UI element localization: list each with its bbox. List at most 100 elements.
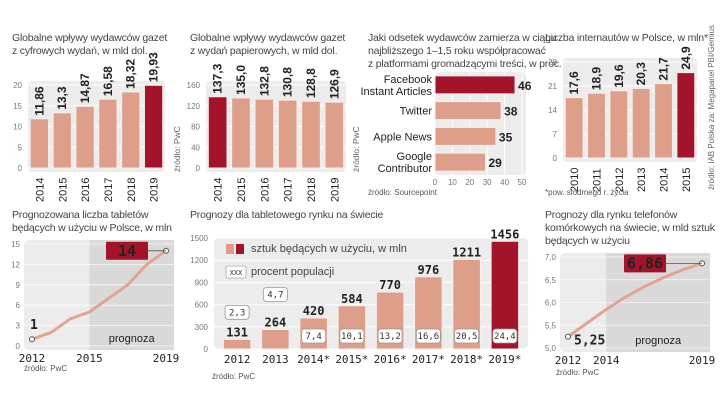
chart-title-line2: będących w użyciu w Polsce, w mln xyxy=(12,222,172,234)
y-tick-label: 0 xyxy=(204,345,209,354)
end-value-label: 6,86 xyxy=(627,254,663,272)
bar xyxy=(324,101,345,169)
bar-value-label: 14,87 xyxy=(78,73,92,103)
bar-value-label: 130,8 xyxy=(281,67,295,97)
bar xyxy=(222,338,252,350)
bar-value-label: 1211 xyxy=(452,245,481,259)
start-value-label: 5,25 xyxy=(574,334,605,349)
end-value-box xyxy=(106,241,148,260)
category-label: Apple News xyxy=(373,131,432,143)
bar xyxy=(98,98,118,169)
x-tick-label: 10 xyxy=(448,178,457,187)
x-tick-label: 2015 xyxy=(681,168,693,192)
y-tick-label: 7 xyxy=(553,130,558,139)
percent-label: 2,3 xyxy=(229,308,245,318)
y-tick-label: 120 xyxy=(187,102,201,111)
bar-value-label: 132,8 xyxy=(257,66,271,96)
bar xyxy=(434,75,516,95)
y-tick-label: 5,5 xyxy=(545,321,557,330)
x-tick-label: 2016 xyxy=(259,178,271,202)
bar xyxy=(654,83,673,159)
percent-box xyxy=(492,328,518,344)
percent-box xyxy=(415,328,441,344)
forecast-label: prognoza xyxy=(635,335,682,347)
x-tick-label: 2017 xyxy=(103,178,115,202)
bar-value-label: 264 xyxy=(265,315,287,329)
x-tick-label: 2015 xyxy=(236,178,248,202)
forecast-label: prognoza xyxy=(109,333,156,345)
data-line xyxy=(30,249,168,341)
y-tick-label: 15 xyxy=(13,102,22,111)
y-tick-label: 1200 xyxy=(190,256,208,265)
bar xyxy=(277,99,298,169)
x-tick-label: 2018* xyxy=(450,353,483,366)
y-tick-label: 14 xyxy=(548,106,557,115)
bar xyxy=(434,126,497,146)
x-tick-label: 30 xyxy=(483,178,492,187)
bar xyxy=(609,90,629,159)
x-tick-label: 2012 xyxy=(224,353,251,366)
chart-title: Prognozy dla tabletowego rynku na świeci… xyxy=(190,209,384,221)
x-tick-label: 2015 xyxy=(76,352,103,365)
x-tick-label: 2015* xyxy=(335,353,368,366)
x-tick-label: 2017* xyxy=(412,353,445,366)
y-tick-label: 80 xyxy=(191,123,200,132)
x-tick-label: 2012 xyxy=(614,168,626,192)
x-tick-label: 2019 xyxy=(329,178,341,202)
percent-box xyxy=(377,328,403,344)
bar-value-label: 19,6 xyxy=(612,64,626,88)
y-tick-label: 3 xyxy=(16,322,21,331)
end-value-label: 14 xyxy=(118,242,136,260)
x-tick-label: 50 xyxy=(518,178,527,187)
percent-label: 24,4 xyxy=(494,332,516,342)
x-tick-label: 2014* xyxy=(297,353,330,366)
x-tick-label: 40 xyxy=(500,178,509,187)
x-tick-label: 2012 xyxy=(555,354,582,367)
bar xyxy=(631,87,651,159)
x-tick-label: 0 xyxy=(433,178,438,187)
bar xyxy=(261,328,290,350)
bar-value-label: 38 xyxy=(504,105,518,119)
chart-tablets-poland-plot: 0 3 6 9 12 15 2012 2015 2019 prognoza 1 14 xyxy=(11,240,179,365)
x-tick-label: 2015 xyxy=(57,178,69,202)
percent-label: 7,4 xyxy=(305,332,321,342)
bar xyxy=(231,97,251,169)
chart-source: źródło: PwC xyxy=(212,372,256,381)
x-tick-label: 2019 xyxy=(689,354,716,367)
bar-value-label: 17,6 xyxy=(567,71,581,95)
percent-label: 4,7 xyxy=(267,290,283,300)
y-tick-label: 6,5 xyxy=(545,276,557,285)
bar-value-label: 770 xyxy=(379,278,401,292)
bar xyxy=(52,112,72,169)
x-tick-label: 2014 xyxy=(213,178,225,202)
x-tick-label: 2013 xyxy=(262,353,289,366)
bar xyxy=(434,101,502,121)
bar-value-label: 35 xyxy=(499,130,513,144)
bar xyxy=(207,96,228,169)
chart-source: źródło: Sourcepoint xyxy=(368,188,437,197)
start-point xyxy=(565,333,571,340)
x-tick-label: 2010 xyxy=(569,168,581,192)
bar-value-label: 126,9 xyxy=(327,69,341,99)
category-label: Twitter xyxy=(400,106,433,118)
chart-title-line2: z wydań papierowych, w mld dol. xyxy=(190,45,338,57)
legend-label-units: sztuk będących w użyciu, w mln xyxy=(251,243,407,255)
x-tick-label: 2012 xyxy=(19,352,46,365)
bar-value-label: 584 xyxy=(341,292,363,306)
chart-source: źródło: PwC xyxy=(556,368,600,377)
percent-label: 20,5 xyxy=(456,332,478,342)
chart-title: Liczba internautów w Polsce, w mln* xyxy=(545,32,708,44)
x-tick-label: 2018 xyxy=(306,178,318,202)
legend-percent-box xyxy=(225,265,247,279)
bar-value-label: 13,3 xyxy=(55,86,69,110)
y-tick-label: 0 xyxy=(196,164,201,173)
category-label: Facebook xyxy=(384,74,433,86)
bar-value-label: 18,32 xyxy=(124,59,138,89)
data-line xyxy=(566,261,704,339)
x-tick-label: 2011 xyxy=(592,168,604,192)
y-tick-label: 7,0 xyxy=(545,253,557,262)
chart-title: Jaki odsetek wydawców zamierza w ciągu xyxy=(368,32,557,44)
bar-value-label: 16,58 xyxy=(101,66,115,96)
